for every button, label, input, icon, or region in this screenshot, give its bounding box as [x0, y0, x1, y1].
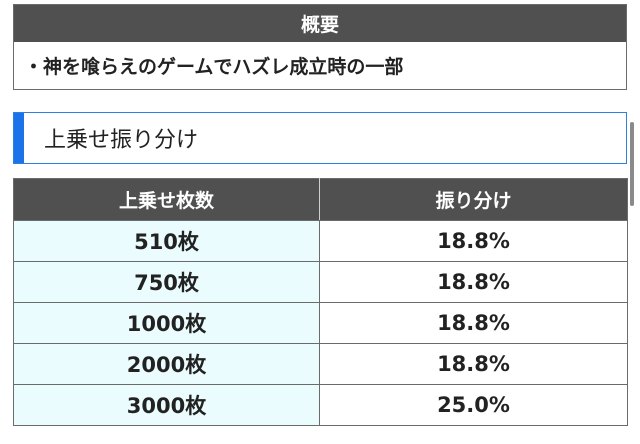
- cell-ratio: 25.0%: [319, 384, 628, 426]
- table-row: 3000枚 25.0%: [13, 384, 628, 426]
- cell-ratio: 18.8%: [319, 343, 628, 385]
- cell-ratio: 18.8%: [319, 302, 628, 344]
- overview-box: 概要 ・神を喰らえのゲームでハズレ成立時の一部: [13, 4, 627, 90]
- scrollbar[interactable]: [630, 122, 634, 206]
- table-row: 510枚 18.8%: [13, 220, 628, 262]
- section-heading: 上乗せ振り分け: [13, 112, 627, 164]
- cell-ratio: 18.8%: [319, 261, 628, 303]
- overview-text: ・神を喰らえのゲームでハズレ成立時の一部: [24, 56, 404, 78]
- cell-amount: 1000枚: [13, 302, 320, 344]
- section-title: 上乗せ振り分け: [44, 128, 199, 153]
- column-header-amount: 上乗せ枚数: [13, 178, 320, 221]
- cell-amount: 2000枚: [13, 343, 320, 385]
- table-row: 1000枚 18.8%: [13, 302, 628, 344]
- section-accent-bar: [14, 113, 24, 163]
- distribution-table: 上乗せ枚数 振り分け 510枚 18.8% 750枚 18.8% 1000枚 1…: [13, 178, 628, 426]
- cell-amount: 510枚: [13, 220, 320, 262]
- table-row: 750枚 18.8%: [13, 261, 628, 303]
- cell-amount: 750枚: [13, 261, 320, 303]
- overview-heading: 概要: [14, 5, 626, 42]
- cell-amount: 3000枚: [13, 384, 320, 426]
- cell-ratio: 18.8%: [319, 220, 628, 262]
- table-row: 2000枚 18.8%: [13, 343, 628, 385]
- table-header-row: 上乗せ枚数 振り分け: [13, 178, 628, 221]
- column-header-ratio: 振り分け: [319, 178, 628, 221]
